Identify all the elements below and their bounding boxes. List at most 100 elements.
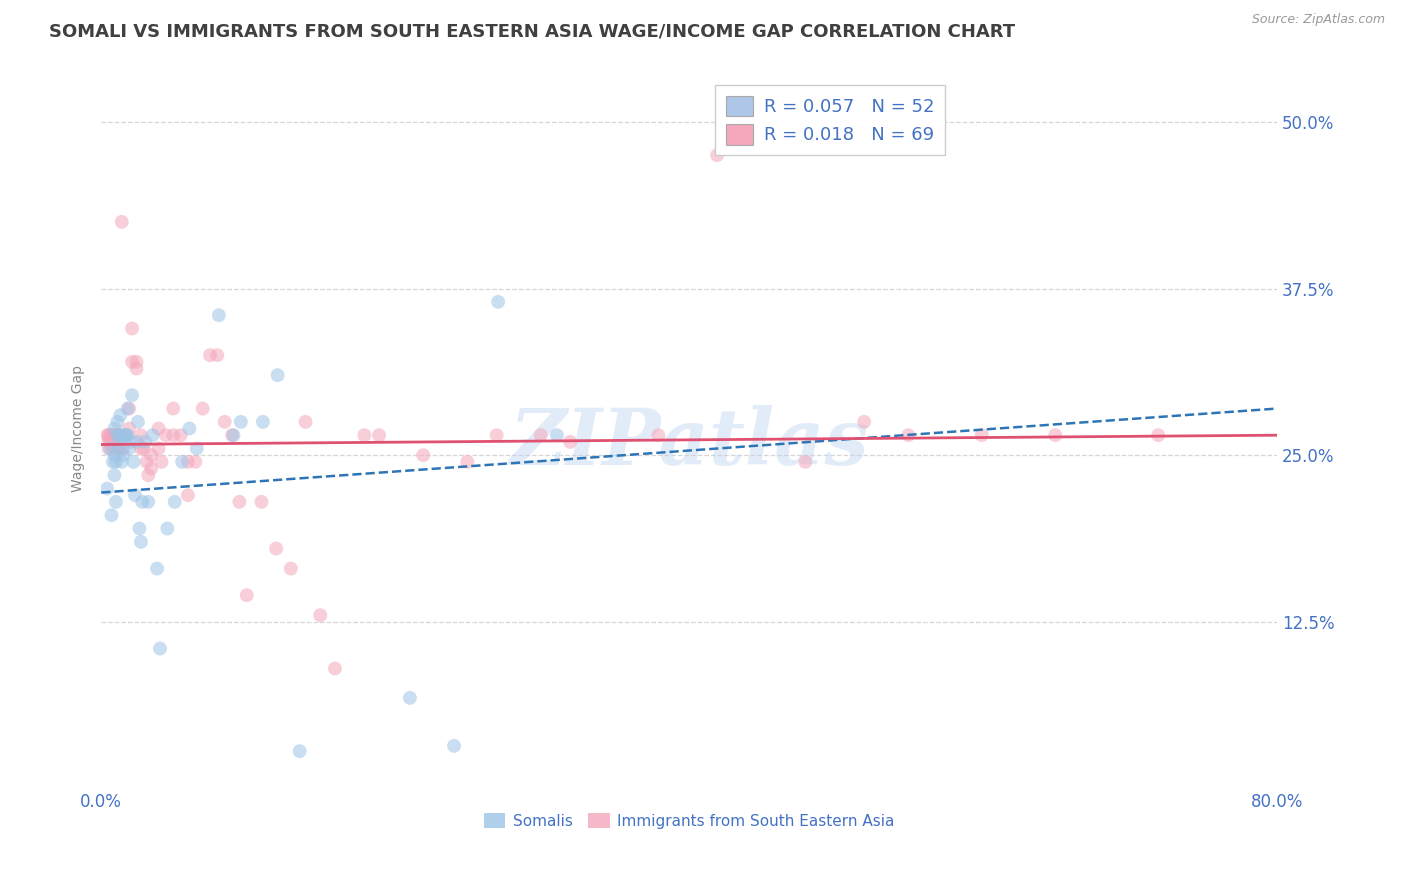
Point bbox=[252, 415, 274, 429]
Point bbox=[110, 434, 132, 449]
Point bbox=[97, 428, 120, 442]
Point bbox=[117, 401, 139, 416]
Point bbox=[110, 408, 132, 422]
Point bbox=[103, 421, 125, 435]
Point bbox=[129, 534, 152, 549]
Point bbox=[101, 428, 124, 442]
Point bbox=[162, 428, 184, 442]
Point bbox=[177, 455, 200, 469]
Point bbox=[530, 428, 553, 442]
Point bbox=[136, 468, 159, 483]
Point bbox=[280, 561, 302, 575]
Point bbox=[97, 434, 120, 449]
Point bbox=[155, 428, 177, 442]
Point bbox=[250, 495, 273, 509]
Point bbox=[108, 428, 131, 442]
Point bbox=[546, 428, 568, 442]
Point bbox=[128, 522, 150, 536]
Point bbox=[184, 455, 207, 469]
Point bbox=[198, 348, 221, 362]
Point bbox=[127, 415, 149, 429]
Point bbox=[105, 428, 128, 442]
Point bbox=[443, 739, 465, 753]
Point bbox=[368, 428, 391, 442]
Point bbox=[163, 495, 186, 509]
Point bbox=[221, 428, 243, 442]
Point bbox=[121, 321, 143, 335]
Point bbox=[135, 455, 157, 469]
Point bbox=[101, 455, 124, 469]
Point bbox=[149, 641, 172, 656]
Point bbox=[897, 428, 920, 442]
Point bbox=[179, 421, 201, 435]
Point bbox=[456, 455, 478, 469]
Point bbox=[104, 495, 127, 509]
Point bbox=[294, 415, 316, 429]
Point bbox=[142, 428, 165, 442]
Point bbox=[117, 428, 139, 442]
Point bbox=[122, 455, 145, 469]
Point bbox=[794, 455, 817, 469]
Point bbox=[112, 448, 135, 462]
Point bbox=[118, 401, 141, 416]
Point bbox=[1045, 428, 1067, 442]
Point bbox=[148, 442, 170, 456]
Point bbox=[214, 415, 236, 429]
Point bbox=[118, 442, 141, 456]
Point bbox=[207, 348, 229, 362]
Point bbox=[136, 495, 159, 509]
Point bbox=[1147, 428, 1170, 442]
Point bbox=[647, 428, 669, 442]
Point bbox=[170, 455, 193, 469]
Text: SOMALI VS IMMIGRANTS FROM SOUTH EASTERN ASIA WAGE/INCOME GAP CORRELATION CHART: SOMALI VS IMMIGRANTS FROM SOUTH EASTERN … bbox=[49, 22, 1015, 40]
Point bbox=[111, 455, 134, 469]
Point bbox=[186, 442, 208, 456]
Point bbox=[108, 442, 131, 456]
Point bbox=[853, 415, 876, 429]
Point bbox=[98, 428, 121, 442]
Point bbox=[129, 428, 152, 442]
Point bbox=[100, 434, 122, 449]
Point bbox=[100, 508, 122, 523]
Point bbox=[100, 428, 122, 442]
Point bbox=[141, 448, 163, 462]
Point bbox=[110, 442, 132, 456]
Point bbox=[132, 442, 155, 456]
Point bbox=[96, 428, 118, 442]
Point bbox=[264, 541, 287, 556]
Point bbox=[96, 482, 118, 496]
Point bbox=[177, 488, 200, 502]
Point bbox=[486, 294, 509, 309]
Point bbox=[124, 488, 146, 502]
Point bbox=[150, 455, 173, 469]
Point bbox=[115, 428, 138, 442]
Point bbox=[485, 428, 508, 442]
Point bbox=[323, 661, 346, 675]
Point bbox=[412, 448, 434, 462]
Point bbox=[229, 415, 252, 429]
Point bbox=[98, 434, 121, 449]
Point bbox=[121, 355, 143, 369]
Point bbox=[131, 495, 153, 509]
Point bbox=[141, 461, 163, 475]
Point bbox=[112, 442, 135, 456]
Point bbox=[970, 428, 993, 442]
Point bbox=[399, 690, 422, 705]
Point bbox=[105, 428, 128, 442]
Point bbox=[560, 434, 582, 449]
Point bbox=[125, 434, 148, 449]
Point bbox=[235, 588, 257, 602]
Point bbox=[97, 442, 120, 456]
Point bbox=[228, 495, 250, 509]
Text: ZIPatlas: ZIPatlas bbox=[509, 405, 869, 481]
Point bbox=[103, 428, 125, 442]
Point bbox=[288, 744, 311, 758]
Y-axis label: Wage/Income Gap: Wage/Income Gap bbox=[72, 365, 86, 492]
Point bbox=[222, 428, 245, 442]
Point bbox=[125, 361, 148, 376]
Point bbox=[125, 355, 148, 369]
Point bbox=[111, 428, 134, 442]
Point bbox=[191, 401, 214, 416]
Point bbox=[105, 442, 128, 456]
Point bbox=[309, 608, 332, 623]
